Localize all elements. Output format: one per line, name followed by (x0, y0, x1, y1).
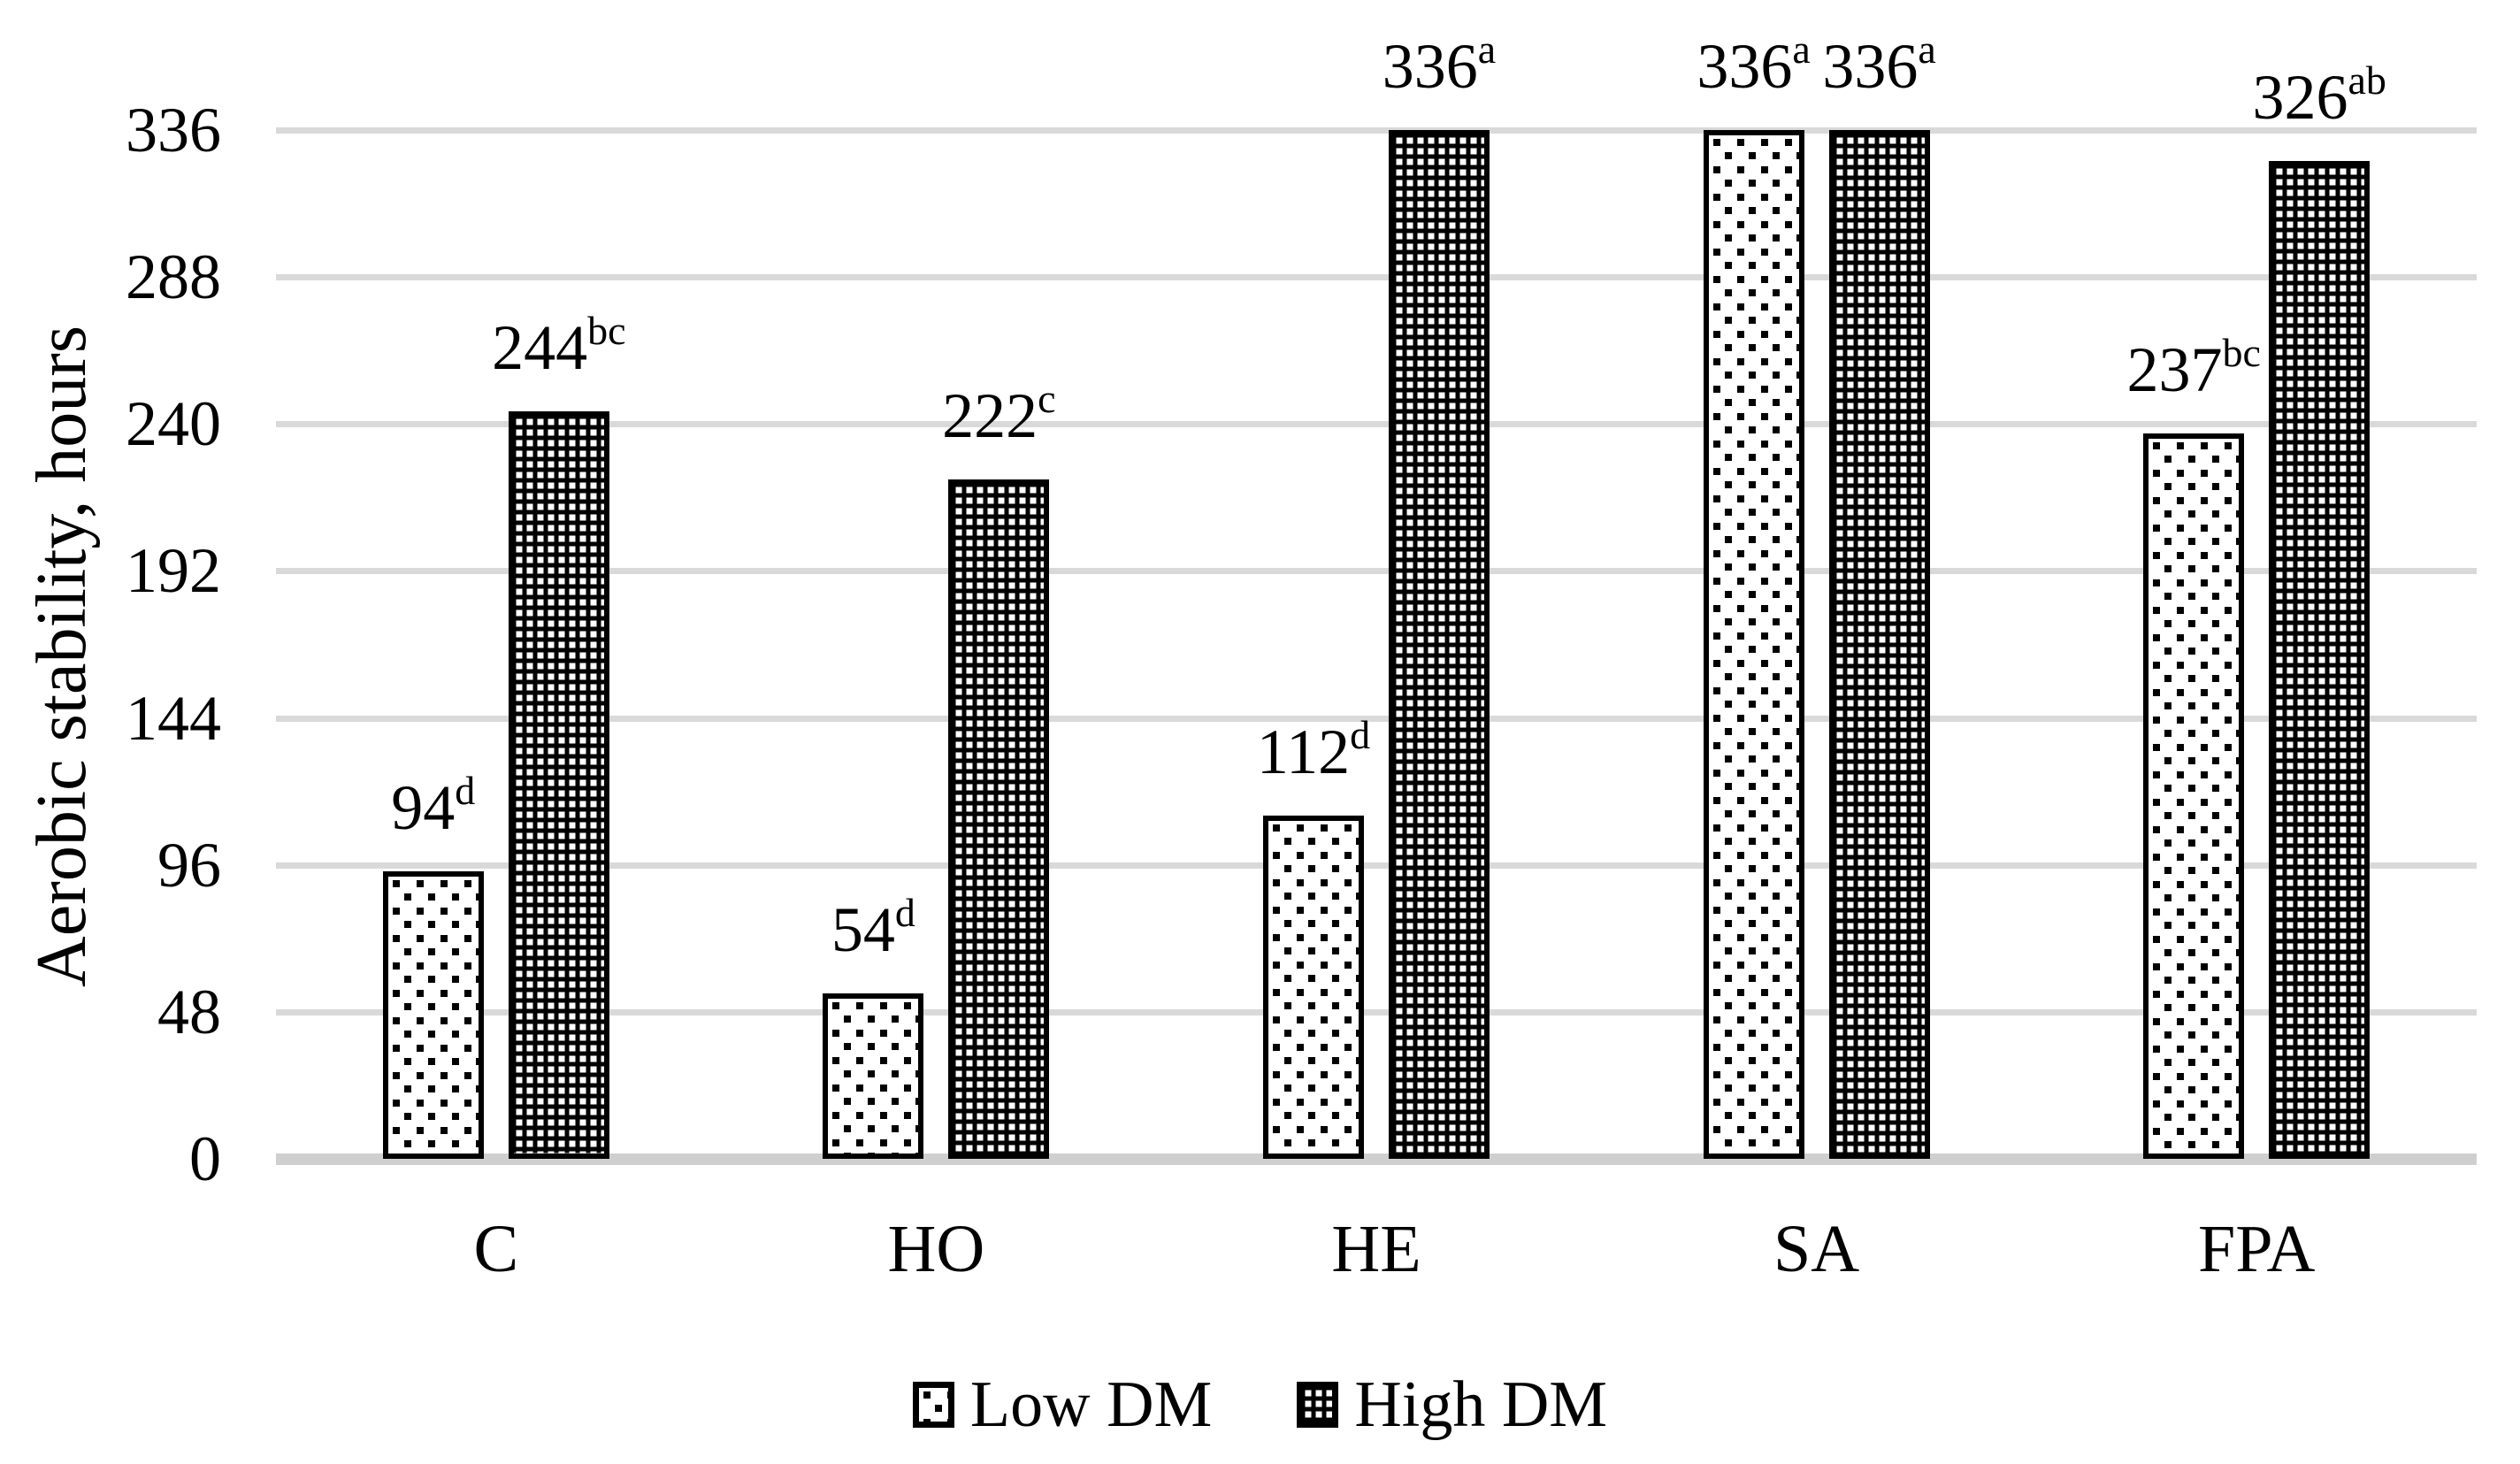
data-label-high-dm-fpa: 326ab (2252, 57, 2386, 133)
legend: Low DM High DM (0, 1369, 2520, 1440)
bar-high-dm-fpa (2269, 160, 2371, 1159)
x-category-label-fpa: FPA (2197, 1212, 2316, 1286)
bar-low-dm-fpa (2143, 433, 2245, 1159)
y-tick-label: 288 (126, 241, 221, 313)
x-category-label-sa: SA (1773, 1212, 1860, 1286)
gridline (276, 715, 2477, 722)
gridline (276, 274, 2477, 281)
low-dm-swatch-icon (912, 1382, 954, 1428)
legend-item-high-dm: High DM (1297, 1369, 1607, 1440)
bar-low-dm-sa (1703, 130, 1804, 1159)
gridline (276, 421, 2477, 428)
y-tick-label: 240 (126, 388, 221, 460)
data-label-high-dm-ho: 222c (942, 375, 1056, 451)
y-tick-label: 336 (126, 95, 221, 165)
bar-high-dm-c (508, 411, 609, 1159)
data-label-low-dm-he: 112d (1256, 712, 1371, 788)
data-label-high-dm-c: 244bc (492, 308, 626, 384)
x-category-label-he: HE (1331, 1212, 1421, 1286)
y-tick-label: 192 (126, 535, 221, 607)
gridline (276, 568, 2477, 575)
gridline (276, 1008, 2477, 1016)
bar-high-dm-he (1389, 130, 1490, 1159)
high-dm-swatch-icon (1297, 1382, 1339, 1428)
data-label-high-dm-sa: 336a (1822, 27, 1936, 103)
data-label-low-dm-ho: 54d (831, 890, 915, 966)
legend-label-high-dm: High DM (1354, 1368, 1608, 1441)
data-label-low-dm-fpa: 237bc (2126, 329, 2261, 405)
bar-high-dm-ho (948, 479, 1050, 1159)
bar-high-dm-sa (1828, 130, 1930, 1159)
x-category-label-c: C (473, 1212, 519, 1286)
data-label-high-dm-he: 336a (1382, 27, 1497, 103)
y-tick-label: 48 (157, 976, 221, 1047)
gridline (276, 127, 2477, 134)
data-label-low-dm-c: 94d (391, 767, 476, 843)
x-category-label-ho: HO (887, 1212, 985, 1286)
bar-low-dm-c (382, 870, 484, 1159)
data-label-low-dm-sa: 336a (1697, 27, 1811, 103)
y-tick-label: 96 (157, 829, 221, 901)
y-tick-label: 0 (189, 1123, 221, 1194)
gridline (276, 862, 2477, 869)
bar-low-dm-ho (823, 993, 924, 1159)
legend-label-low-dm: Low DM (969, 1368, 1213, 1441)
y-tick-label: 144 (126, 682, 221, 754)
legend-item-low-dm: Low DM (912, 1368, 1213, 1441)
bar-low-dm-he (1263, 816, 1364, 1159)
